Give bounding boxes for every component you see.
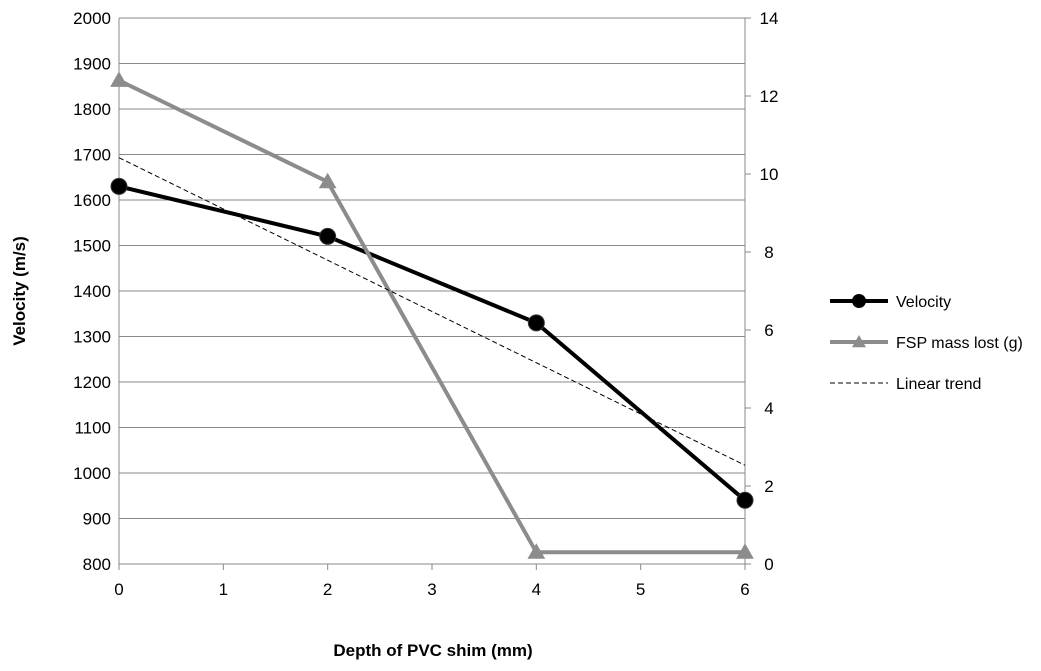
y-tick-label-2000: 2000 (73, 9, 111, 28)
point-fsp-mass-lost-g-6 (736, 543, 754, 559)
y2-tick-label-6: 6 (764, 321, 773, 340)
series-line-fsp-mass-lost-g (118, 78, 745, 555)
y-tick-label-1000: 1000 (73, 464, 111, 483)
y-tick-label-1600: 1600 (73, 191, 111, 210)
legend-marker-fsp-mass-lost-g (852, 335, 866, 348)
y2-tick-label-2: 2 (764, 477, 773, 496)
point-velocity-4 (527, 314, 545, 332)
y-tick-label-1500: 1500 (73, 237, 111, 256)
x-axis-title: Depth of PVC shim (mm) (333, 641, 532, 660)
legend-label-linear-trend: Linear trend (896, 376, 981, 393)
y-tick-label-1800: 1800 (73, 100, 111, 119)
series-lines (118, 78, 747, 555)
legend-label-velocity: Velocity (896, 294, 951, 311)
x-tick-label-2: 2 (323, 580, 332, 599)
y-tick-label-1900: 1900 (73, 55, 111, 74)
y-axis-title: Velocity (m/s) (10, 236, 29, 346)
legend: Velocity FSP mass lost (g) Linear trend (830, 294, 1023, 393)
y-tick-label-1700: 1700 (73, 146, 111, 165)
y2-tick-label-0: 0 (764, 555, 773, 574)
y-tick-label-900: 900 (83, 510, 111, 529)
x-tick-label-1: 1 (219, 580, 228, 599)
y2-tick-label-12: 12 (760, 87, 779, 106)
legend-label-fsp-mass-lost-g: FSP mass lost (g) (896, 335, 1023, 352)
x-tick-label-0: 0 (114, 580, 123, 599)
y-tick-label-1100: 1100 (74, 419, 111, 438)
legend-marker-velocity (852, 294, 866, 308)
series-line-velocity (118, 184, 747, 502)
x-tick-label-6: 6 (740, 580, 749, 599)
tick-labels: 8009001000110012001300140015001600170018… (73, 9, 778, 599)
y-tick-label-1200: 1200 (73, 373, 111, 392)
point-velocity-6 (736, 491, 754, 509)
y2-tick-label-10: 10 (760, 165, 779, 184)
y-tick-label-1400: 1400 (73, 282, 111, 301)
point-fsp-mass-lost-g-2 (318, 172, 337, 189)
point-velocity-2 (319, 227, 337, 245)
series-line-linear-trend (118, 157, 746, 466)
x-tick-label-4: 4 (532, 580, 541, 599)
x-tick-label-3: 3 (427, 580, 436, 599)
point-fsp-mass-lost-g-4 (527, 543, 546, 559)
y-tick-label-1300: 1300 (73, 328, 111, 347)
x-tick-label-5: 5 (636, 580, 645, 599)
y2-tick-label-8: 8 (764, 243, 773, 262)
point-fsp-mass-lost-g-0 (110, 71, 128, 87)
series-markers (110, 71, 754, 559)
axes (118, 17, 751, 570)
gridlines (119, 17, 745, 565)
y2-tick-label-4: 4 (764, 399, 773, 418)
y2-tick-label-14: 14 (760, 9, 779, 28)
point-velocity-0 (110, 177, 128, 195)
y-tick-label-800: 800 (83, 555, 111, 574)
